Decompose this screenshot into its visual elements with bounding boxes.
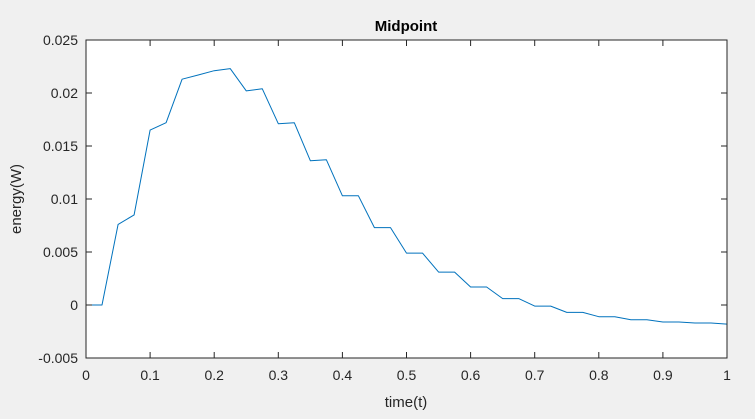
y-axis-ticks: -0.005 0 0.005 0.01 0.015 0.02 0.025 — [38, 32, 727, 366]
y-tick-label: 0.01 — [51, 191, 78, 207]
y-tick-label: 0 — [70, 297, 78, 313]
y-tick-label: 0.005 — [43, 244, 78, 260]
x-tick-label: 0.7 — [525, 367, 545, 383]
y-axis-label: energy(W) — [8, 164, 25, 234]
x-tick-label: 0.4 — [333, 367, 353, 383]
series-line — [86, 68, 728, 325]
x-axis-ticks: 0 0.1 0.2 0.3 0.4 0.5 0.6 0.7 0.8 0.9 1 — [82, 40, 731, 383]
y-tick-label: -0.005 — [38, 350, 78, 366]
y-tick-label: 0.025 — [43, 32, 78, 48]
x-tick-label: 0.3 — [269, 367, 289, 383]
chart-title: Midpoint — [375, 18, 437, 35]
x-tick-label: 0.8 — [589, 367, 609, 383]
x-tick-label: 0.6 — [461, 367, 481, 383]
marks-layer — [86, 68, 728, 325]
x-tick-label: 0.9 — [653, 367, 673, 383]
plot-area — [86, 40, 727, 358]
x-tick-label: 0.2 — [204, 367, 224, 383]
x-tick-label: 1 — [723, 367, 731, 383]
x-axis-label: time(t) — [385, 394, 428, 411]
x-tick-label: 0.1 — [140, 367, 160, 383]
y-tick-label: 0.015 — [43, 138, 78, 154]
x-tick-label: 0.5 — [397, 367, 417, 383]
x-tick-label: 0 — [82, 367, 90, 383]
y-tick-label: 0.02 — [51, 85, 78, 101]
